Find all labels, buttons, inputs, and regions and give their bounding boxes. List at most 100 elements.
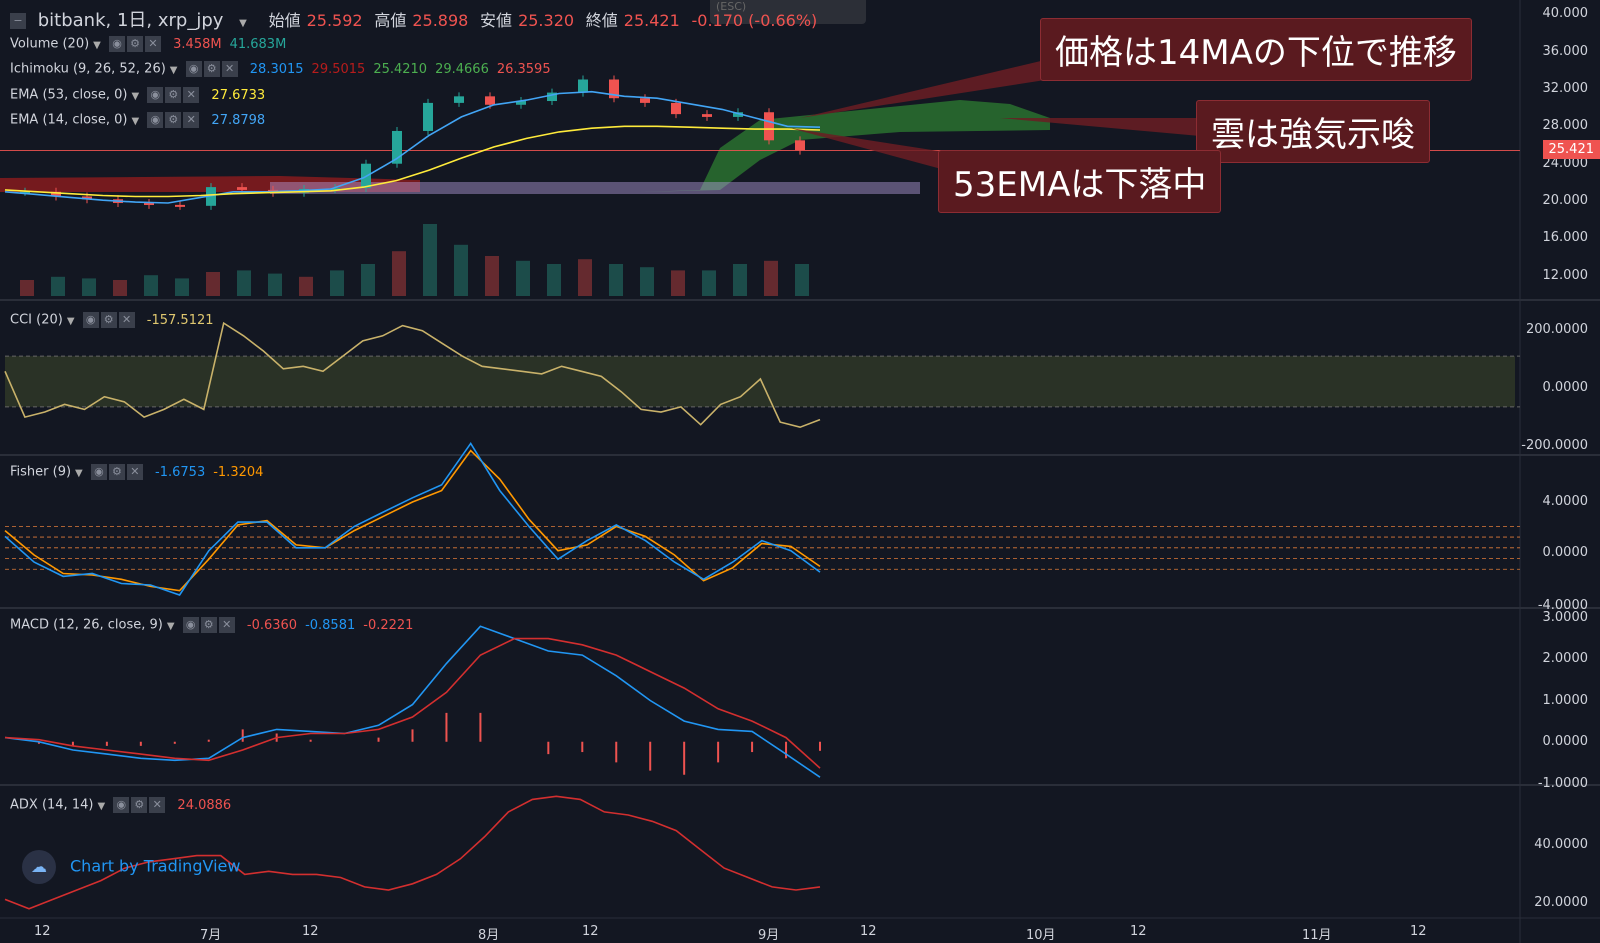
ichimoku-cloud-bearish xyxy=(0,176,420,192)
candle-body xyxy=(330,188,340,191)
candle-body xyxy=(392,130,402,164)
candle-body xyxy=(485,96,495,105)
close-icon[interactable]: ✕ xyxy=(221,61,238,77)
callout-pointer xyxy=(800,60,1045,118)
eye-icon[interactable]: ◉ xyxy=(82,312,99,328)
eye-icon[interactable]: ◉ xyxy=(185,61,202,77)
eye-icon[interactable]: ◉ xyxy=(147,112,164,128)
time-tick: 11月 xyxy=(1302,928,1332,943)
volume-bar xyxy=(454,244,468,296)
legend-ichimoku-v3: 25.4210 xyxy=(373,61,428,77)
volume-bar xyxy=(423,224,437,296)
candle-body xyxy=(516,101,526,105)
gear-icon[interactable]: ⚙ xyxy=(165,112,182,128)
volume-bar xyxy=(795,264,809,296)
legend-adx[interactable]: ADX (14, 14) ▼ ◉ ⚙ ✕ 24.0886 xyxy=(10,797,239,813)
volume-bar xyxy=(237,270,251,296)
candle-body xyxy=(82,196,92,200)
legend-ichimoku-name: Ichimoku (9, 26, 52, 26) xyxy=(10,61,166,77)
candle-body xyxy=(733,112,743,117)
price-tick: 16.000 xyxy=(1542,230,1589,245)
close-icon[interactable]: ✕ xyxy=(149,797,166,813)
close-icon[interactable]: ✕ xyxy=(183,87,200,103)
volume-bar xyxy=(733,264,747,296)
legend-ema14[interactable]: EMA (14, close, 0) ▼ ◉ ⚙ ✕ 27.8798 xyxy=(10,112,273,128)
volume-bar xyxy=(392,251,406,296)
chevron-down-icon[interactable]: ▼ xyxy=(75,467,83,479)
legend-ema53-value: 27.6733 xyxy=(211,87,266,103)
legend-volume[interactable]: Volume (20) ▼ ◉ ⚙ ✕ 3.458M 41.683M xyxy=(10,36,294,52)
legend-ichimoku[interactable]: Ichimoku (9, 26, 52, 26) ▼ ◉ ⚙ ✕ 28.3015 29.… xyxy=(10,61,559,77)
chevron-down-icon[interactable]: ▼ xyxy=(97,800,106,812)
time-tick: 12 xyxy=(302,924,319,939)
price-tick: 20.000 xyxy=(1542,193,1589,208)
close-icon[interactable]: ✕ xyxy=(145,36,162,52)
gear-icon[interactable]: ⚙ xyxy=(200,617,217,633)
gear-icon[interactable]: ⚙ xyxy=(131,797,148,813)
macd-tick: 2.0000 xyxy=(1542,651,1589,666)
callout-cloud-bullish[interactable]: 雲は強気示唆 xyxy=(1196,100,1430,163)
eye-icon[interactable]: ◉ xyxy=(113,797,130,813)
gear-icon[interactable]: ⚙ xyxy=(165,87,182,103)
eye-icon[interactable]: ◉ xyxy=(90,464,107,480)
close-icon[interactable]: ✕ xyxy=(126,464,143,480)
callout-53ema-falling[interactable]: 53EMAは下落中 xyxy=(938,150,1222,213)
eye-icon[interactable]: ◉ xyxy=(147,87,164,103)
collapse-icon[interactable]: − xyxy=(10,13,26,29)
eye-icon[interactable]: ◉ xyxy=(109,36,126,52)
volume-bar xyxy=(206,272,220,296)
volume-bar xyxy=(175,278,189,296)
chevron-down-icon[interactable]: ▼ xyxy=(239,18,247,29)
chevron-down-icon[interactable]: ▼ xyxy=(93,39,101,51)
legend-macd[interactable]: MACD (12, 26, close, 9) ▼ ◉ ⚙ ✕ -0.6360 -0.8… xyxy=(10,617,421,633)
close-icon[interactable]: ✕ xyxy=(218,617,235,633)
legend-fisher[interactable]: Fisher (9) ▼ ◉ ⚙ ✕ -1.6753 -1.3204 xyxy=(10,464,271,480)
macd-tick: 3.0000 xyxy=(1542,610,1589,625)
legend-ema14-value: 27.8798 xyxy=(211,112,266,128)
price-tick: 36.000 xyxy=(1542,44,1589,59)
volume-bar xyxy=(640,267,654,296)
time-tick: 12 xyxy=(1410,924,1427,939)
open-label: 始値 xyxy=(268,11,301,30)
low-value: 25.320 xyxy=(518,11,575,30)
eye-icon[interactable]: ◉ xyxy=(182,617,199,633)
fisher-line xyxy=(4,441,821,596)
macd-line xyxy=(4,625,821,778)
time-tick: 9月 xyxy=(758,928,780,943)
time-tick: 12 xyxy=(1130,924,1147,939)
gear-icon[interactable]: ⚙ xyxy=(203,61,220,77)
legend-cci[interactable]: CCI (20) ▼ ◉ ⚙ ✕ -157.5121 xyxy=(10,312,222,328)
price-tick: 40.000 xyxy=(1542,6,1589,21)
time-tick: 12 xyxy=(860,924,877,939)
chevron-down-icon[interactable]: ▼ xyxy=(131,90,140,102)
gear-icon[interactable]: ⚙ xyxy=(108,464,125,480)
legend-ema53[interactable]: EMA (53, close, 0) ▼ ◉ ⚙ ✕ 27.6733 xyxy=(10,87,273,103)
volume-bar xyxy=(485,256,499,296)
watermark-text: Chart by TradingView xyxy=(70,856,241,876)
candle-body xyxy=(671,102,681,115)
chevron-down-icon[interactable]: ▼ xyxy=(166,620,175,632)
callout-price-below-14ma[interactable]: 価格は14MAの下位で推移 xyxy=(1040,18,1472,81)
cci-tick: 0.0000 xyxy=(1542,380,1589,395)
gear-icon[interactable]: ⚙ xyxy=(100,312,117,328)
legend-adx-value: 24.0886 xyxy=(177,797,232,813)
volume-bar xyxy=(113,280,127,296)
volume-bar xyxy=(609,264,623,296)
tradingview-watermark[interactable]: ☁ Chart by TradingView xyxy=(22,850,240,884)
close-icon[interactable]: ✕ xyxy=(183,112,200,128)
legend-macd-v1: -0.6360 xyxy=(246,617,298,633)
legend-volume-name: Volume (20) xyxy=(10,36,90,52)
chevron-down-icon[interactable]: ▼ xyxy=(131,115,140,127)
chevron-down-icon[interactable]: ▼ xyxy=(169,64,178,76)
fisher-tick: 0.0000 xyxy=(1542,545,1589,560)
legend-fisher-name: Fisher (9) xyxy=(10,464,72,480)
gear-icon[interactable]: ⚙ xyxy=(127,36,144,52)
chevron-down-icon[interactable]: ▼ xyxy=(66,315,75,327)
legend-fisher-v2: -1.3204 xyxy=(213,464,264,480)
legend-ichimoku-v5: 26.3595 xyxy=(496,61,551,77)
close-icon[interactable]: ✕ xyxy=(118,312,135,328)
low-label: 安値 xyxy=(480,11,513,30)
time-tick: 8月 xyxy=(478,928,500,943)
volume-bar xyxy=(144,275,158,296)
